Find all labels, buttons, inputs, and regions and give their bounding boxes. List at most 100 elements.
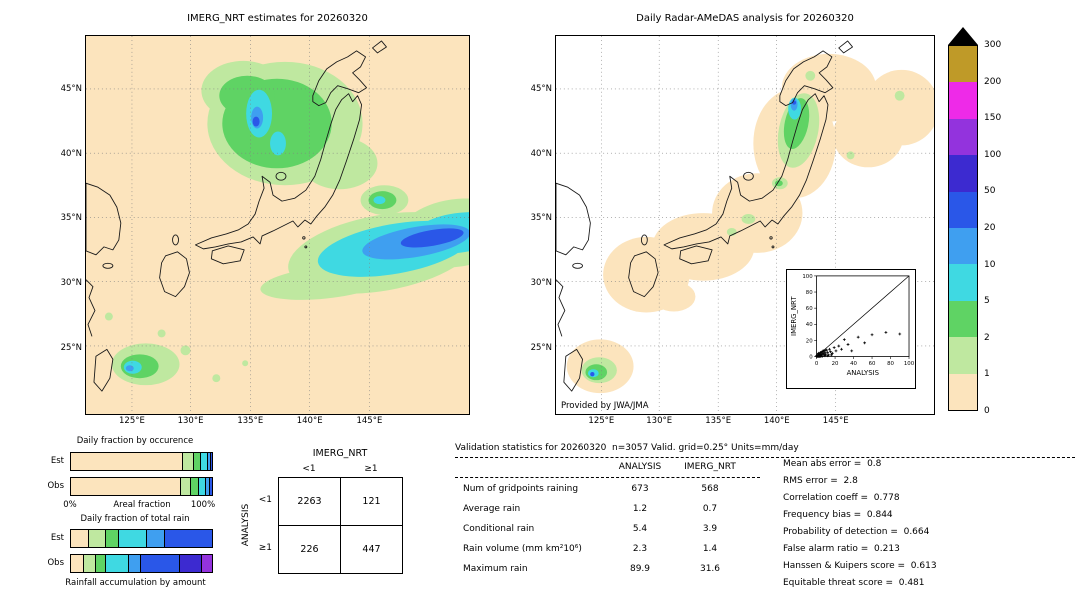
- inset-xlabel: ANALYSIS: [847, 369, 879, 377]
- bar-segment: [106, 555, 129, 572]
- colorbar-bar: [948, 45, 978, 411]
- stats-divider-top: [455, 457, 1075, 458]
- svg-text:0: 0: [815, 361, 819, 367]
- right-map-panel: 45°N 40°N 35°N 30°N 25°N 125°E 130°E 135°E 140°…: [531, 35, 935, 426]
- svg-text:60: 60: [806, 306, 813, 312]
- stats-title: Validation statistics for 20260320 n=305…: [455, 443, 799, 453]
- stats-metrics: Mean abs error = 0.8 RMS error = 2.8 Corre…: [783, 459, 937, 595]
- svg-text:80: 80: [887, 361, 894, 367]
- contingency-cell-false-alarm: 121: [340, 477, 403, 526]
- colorbar-tick-label: 5: [984, 296, 990, 307]
- lat-tick-label: 45°N: [530, 84, 552, 95]
- colorbar-labels: 300 200 150 100 50 20 10 5 2 1 0: [984, 40, 1028, 416]
- contingency-cell-miss: 226: [278, 525, 341, 574]
- bar-segment: [193, 453, 202, 470]
- contingency-col-label-lt1: <1: [302, 464, 316, 474]
- bar-segment: [180, 478, 191, 495]
- colorbar-segment: [949, 46, 977, 83]
- occurrence-est-label: Est: [50, 456, 64, 466]
- bar-segment: [89, 530, 107, 547]
- totalrain-est-label: Est: [50, 533, 64, 543]
- lat-tick-label: 25°N: [60, 342, 82, 353]
- colorbar-segment: [949, 373, 977, 411]
- left-map-panel: 45°N 40°N 35°N 30°N 25°N 125°E 130°E 135°E 140°…: [61, 35, 470, 426]
- bar-segment: [207, 453, 211, 470]
- svg-text:40: 40: [850, 361, 857, 367]
- bar-segment: [147, 530, 166, 547]
- bar-segment: [202, 555, 212, 572]
- bar-segment: [141, 555, 180, 572]
- occurrence-title: Daily fraction by occurence: [76, 436, 194, 446]
- contingency-col-title: IMERG_NRT: [312, 448, 368, 459]
- map-gridlines: [86, 36, 469, 414]
- contingency-table: 2263 121 226 447: [278, 477, 403, 574]
- svg-text:80: 80: [806, 290, 813, 296]
- colorbar-segment: [949, 228, 977, 265]
- occurrence-axis-title: Areal fraction: [113, 500, 171, 510]
- map-credit: Provided by JWA/JMA: [561, 401, 649, 411]
- right-map-lon-axis: 125°E 130°E 135°E 140°E 145°E: [556, 414, 934, 428]
- bar-segment: [118, 530, 148, 547]
- colorbar-segment: [949, 264, 977, 301]
- colorbar-segment: [949, 118, 977, 156]
- contingency-col-label-ge1: ≥1: [364, 464, 378, 474]
- occurrence-bar-est: [70, 452, 213, 471]
- colorbar-segment: [949, 191, 977, 229]
- lon-tick-label: 125°E: [588, 416, 615, 426]
- svg-text:20: 20: [832, 361, 839, 367]
- stats-table-row: Rain volume (mm km²10⁶) 2.3 1.4: [463, 544, 718, 554]
- totalrain-caption: Rainfall accumulation by amount: [65, 578, 206, 588]
- contingency-row-label-ge1: ≥1: [258, 543, 272, 553]
- lon-tick-label: 130°E: [646, 416, 673, 426]
- lon-tick-label: 125°E: [119, 416, 145, 426]
- colorbar-segment: [949, 300, 977, 338]
- colorbar-overflow-triangle: [948, 27, 978, 45]
- svg-text:100: 100: [802, 274, 813, 280]
- lat-tick-label: 25°N: [530, 342, 552, 353]
- scatter-inset: 0 20 40 60 80 100 0 20 40 60 80 100 ANALYSIS IMERG_…: [786, 269, 916, 389]
- right-map-title: Daily Radar-AMeDAS analysis for 20260320: [636, 13, 854, 24]
- stats-col-analysis: ANALYSIS: [618, 462, 662, 472]
- svg-text:40: 40: [806, 322, 813, 328]
- bar-segment: [96, 555, 107, 572]
- lat-tick-label: 30°N: [60, 278, 82, 288]
- colorbar-tick-label: 20: [984, 223, 996, 233]
- bar-segment: [83, 555, 97, 572]
- stat-metric-line: Frequency bias = 0.844: [783, 510, 893, 520]
- colorbar-tick-label: 200: [984, 76, 1002, 87]
- stat-metric-line: Equitable threat score = 0.481: [783, 578, 925, 588]
- lat-tick-label: 40°N: [530, 148, 552, 159]
- colorbar-tick-label: 50: [984, 186, 996, 197]
- colorbar-tick-label: 1: [984, 369, 990, 380]
- left-map-lat-axis: 45°N 40°N 35°N 30°N 25°N: [48, 36, 82, 414]
- contingency-cell-hit: 447: [340, 525, 403, 574]
- bar-segment: [190, 478, 200, 495]
- bar-segment: [201, 453, 208, 470]
- stat-metric-line: Probability of detection = 0.664: [783, 527, 930, 537]
- lon-tick-label: 140°E: [763, 416, 790, 426]
- right-map-lat-axis: 45°N 40°N 35°N 30°N 25°N: [518, 36, 552, 414]
- left-precip-field: [104, 60, 469, 386]
- lon-tick-label: 145°E: [356, 416, 383, 426]
- occurrence-axis-max: 100%: [190, 500, 216, 510]
- lon-tick-label: 135°E: [705, 416, 732, 426]
- lat-tick-label: 45°N: [60, 84, 82, 95]
- japan-coastline: [86, 40, 387, 392]
- colorbar-tick-label: 100: [984, 149, 1002, 160]
- colorbar-segment: [949, 82, 977, 119]
- svg-text:100: 100: [904, 361, 915, 367]
- inset-points: [815, 330, 902, 358]
- lon-tick-label: 135°E: [237, 416, 264, 426]
- contingency-row-label-lt1: <1: [258, 495, 272, 505]
- occurrence-bar-obs: [70, 477, 213, 496]
- occurrence-axis-min: 0%: [63, 500, 77, 510]
- stat-metric-line: Hanssen & Kuipers score = 0.613: [783, 561, 937, 571]
- inset-identity-line: [816, 275, 910, 357]
- stats-divider-header: [455, 477, 760, 478]
- totalrain-bar-obs: [70, 554, 213, 573]
- lat-tick-label: 40°N: [60, 148, 82, 159]
- svg-text:60: 60: [869, 361, 876, 367]
- totalrain-bar-est: [70, 529, 213, 548]
- stats-rows: Num of gridpoints raining 673 568 Average r…: [455, 481, 765, 581]
- lon-tick-label: 145°E: [822, 416, 849, 426]
